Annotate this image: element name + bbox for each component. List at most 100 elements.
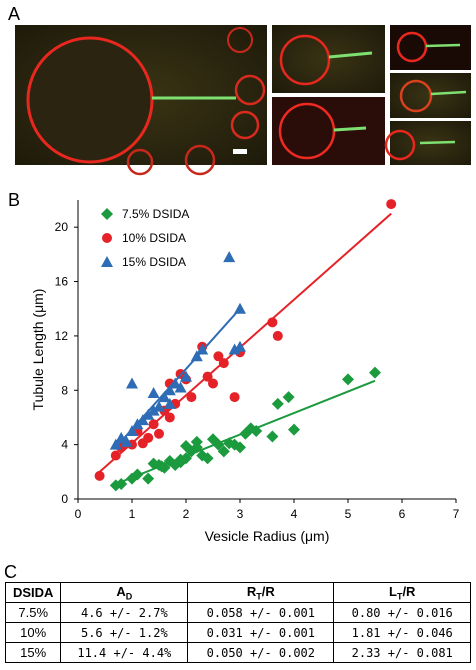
header-subscript: D (125, 591, 133, 602)
table-cell: 0.050 +/- 0.002 (187, 642, 335, 663)
table-row: 7.5% 4.6 +/- 2.7% 0.058 +/- 0.001 0.80 +/- … (4, 602, 471, 623)
data-point (239, 427, 252, 440)
table-cell: 10% (4, 622, 62, 643)
x-tick-label: 2 (183, 507, 190, 521)
y-tick-label: 12 (55, 329, 69, 343)
panel-label: C (4, 562, 17, 580)
x-tick-label: 6 (399, 507, 406, 521)
data-point (142, 408, 155, 420)
y-tick-label: 8 (61, 383, 68, 397)
x-tick-label: 5 (345, 507, 352, 521)
legend-marker (101, 208, 113, 220)
x-tick-label: 0 (75, 507, 82, 521)
data-point (174, 456, 187, 469)
data-point (153, 400, 165, 412)
data-point (137, 438, 148, 449)
data-point (386, 199, 397, 210)
table-cell: 0.80 +/- 0.016 (333, 602, 471, 623)
data-point (223, 437, 236, 450)
data-point (120, 435, 133, 447)
data-point (288, 423, 300, 436)
data-point (234, 441, 246, 454)
data-point (208, 378, 218, 389)
data-point (163, 397, 176, 409)
table-cell: 5.6 +/- 1.2% (60, 622, 189, 643)
y-tick-label: 20 (55, 220, 69, 234)
header-cell: LT/R (333, 582, 471, 603)
header-subscript: T (256, 591, 262, 602)
data-point (110, 450, 121, 461)
table-cell: 11.4 +/- 4.4% (60, 642, 189, 663)
table-cell: 0.031 +/- 0.001 (187, 622, 335, 643)
data-point (109, 438, 122, 450)
data-point (190, 435, 203, 448)
data-point (217, 445, 230, 458)
data-point (201, 452, 214, 465)
data-point (115, 431, 128, 443)
data-point (142, 472, 155, 485)
table-cell: 15% (4, 642, 62, 663)
header-text: A (116, 583, 126, 599)
data-point (267, 317, 278, 328)
data-point (126, 425, 138, 437)
data-point (147, 404, 160, 416)
data-point (131, 418, 144, 430)
header-suffix: /R (402, 583, 416, 599)
data-point (147, 386, 160, 398)
table-row: 10% 5.6 +/- 1.2% 0.031 +/- 0.001 1.81 +/- 0… (4, 622, 471, 643)
data-point (266, 430, 279, 443)
panel-label: A (8, 4, 20, 24)
data-point (342, 373, 354, 386)
data-point (163, 384, 176, 396)
data-point (158, 391, 171, 403)
table-cell: 2.33 +/- 0.081 (333, 642, 471, 663)
x-axis-label: Vesicle Radius (μm) (205, 528, 330, 544)
data-point (174, 381, 187, 393)
data-point (218, 358, 229, 369)
header-cell: DSIDA (4, 582, 62, 603)
data-point (180, 370, 192, 382)
panel-label: B (8, 190, 20, 210)
x-tick-label: 1 (129, 507, 136, 521)
table-header-row: DSIDA AD RT/R LT/R (4, 582, 471, 603)
data-point (190, 350, 203, 362)
data-point (186, 392, 197, 403)
data-point (154, 428, 164, 439)
data-point (272, 330, 283, 341)
header-text: L (388, 583, 397, 599)
data-point (271, 397, 284, 410)
data-point (369, 366, 381, 379)
data-point (180, 439, 192, 452)
data-point (126, 377, 138, 389)
data-point (202, 371, 213, 382)
legend-label: 10% DSIDA (122, 231, 186, 245)
data-point (94, 470, 105, 481)
data-point (155, 460, 168, 473)
table-cell: 7.5% (4, 602, 62, 623)
header-text: DSIDA (12, 585, 54, 600)
data-table: DSIDA AD RT/R LT/R 7.5% 4.6 +/- 2.7% 0.058 +/-… (4, 582, 471, 663)
fit-line (98, 212, 392, 473)
data-point (148, 419, 159, 430)
micrograph-main (15, 25, 267, 176)
table-cell: 0.058 +/- 0.001 (187, 602, 335, 623)
table-cell: 4.6 +/- 2.7% (60, 602, 189, 623)
table-cell: 1.81 +/- 0.046 (333, 622, 471, 643)
legend-label: 7.5% DSIDA (122, 207, 189, 221)
data-point (196, 343, 209, 355)
header-subscript: T (396, 591, 403, 602)
data-point (115, 478, 128, 491)
data-point (169, 377, 182, 389)
micrograph-right (384, 25, 471, 165)
header-suffix: /R (261, 583, 275, 599)
header-cell: AD (60, 582, 189, 603)
y-tick-label: 0 (61, 492, 68, 506)
legend-label: 15% DSIDA (122, 255, 186, 269)
micrograph-middle (272, 25, 385, 165)
data-point (223, 251, 236, 263)
legend-marker (102, 233, 112, 243)
data-point (250, 425, 263, 438)
data-point (213, 351, 224, 362)
